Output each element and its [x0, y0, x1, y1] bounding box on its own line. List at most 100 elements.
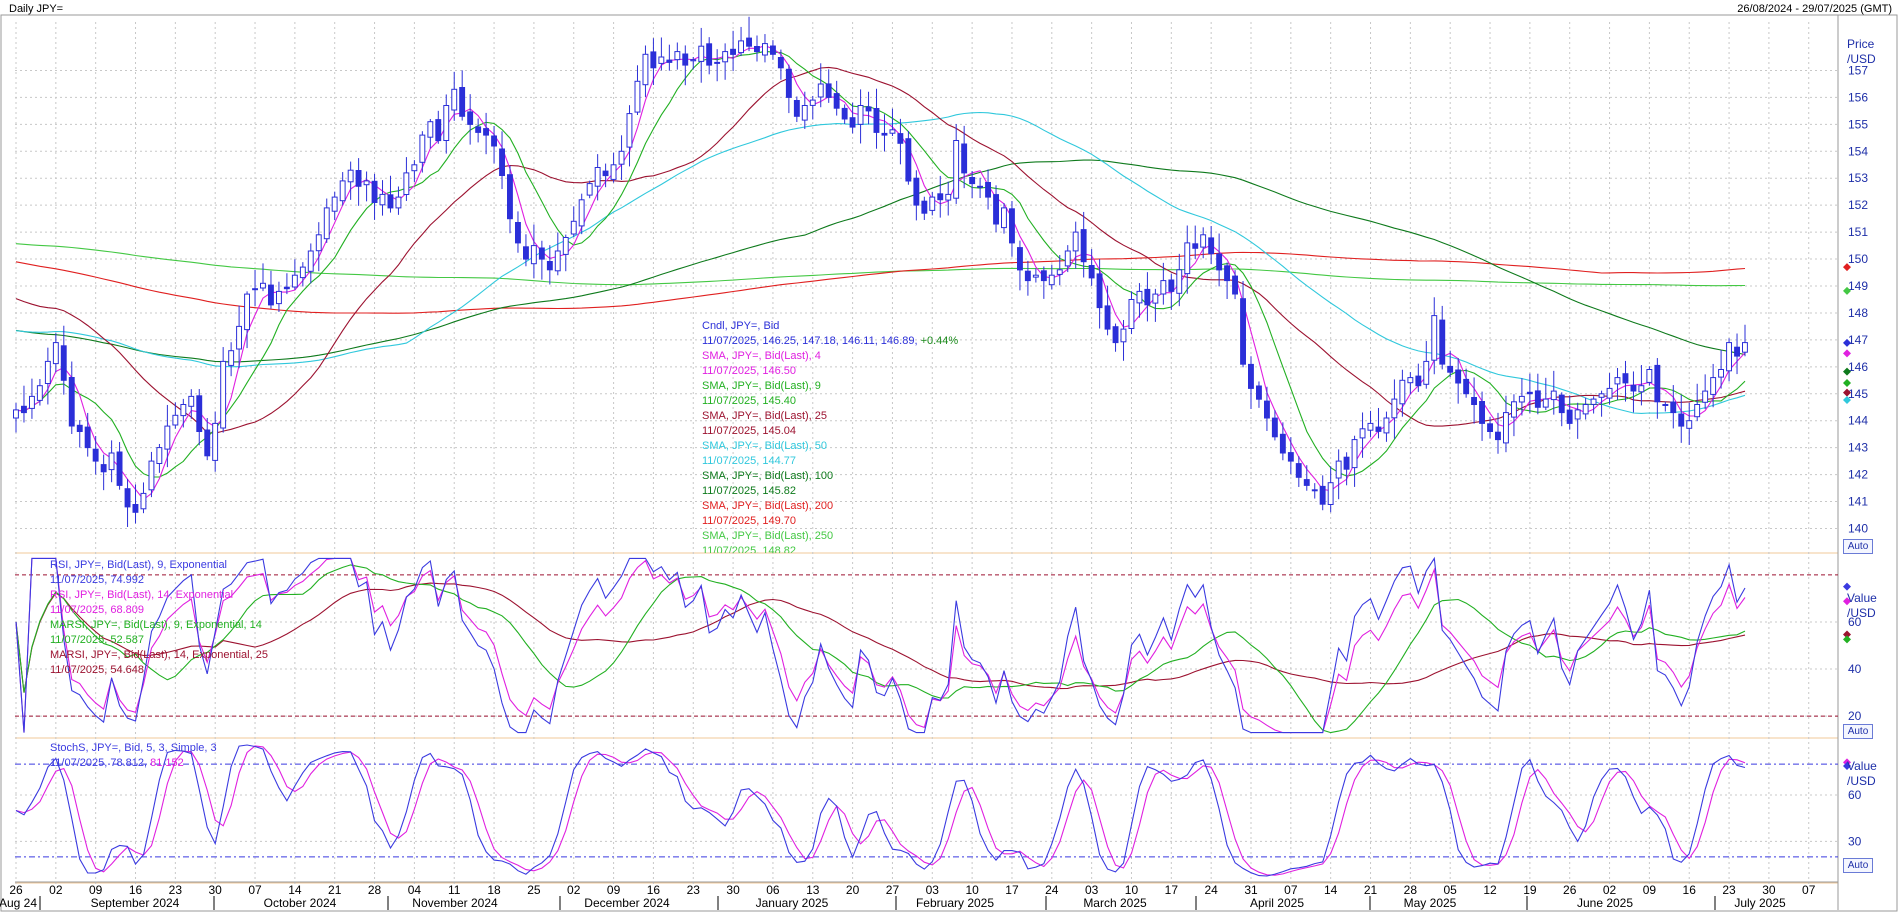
- candle-body: [1590, 398, 1597, 405]
- candle-body: [92, 448, 99, 462]
- candle-body: [1271, 417, 1278, 438]
- last-value-markers: [1843, 263, 1851, 404]
- candle-body: [634, 80, 641, 113]
- marsi14-line: [15, 582, 1746, 693]
- legend-entry: SMA, JPY=, Bid(Last), 50: [702, 439, 958, 454]
- stoch-auto-button[interactable]: Auto: [1843, 858, 1873, 873]
- candle-body: [1088, 265, 1095, 279]
- candle-body: [132, 504, 139, 513]
- candle-body: [1319, 485, 1326, 505]
- candle-body: [13, 409, 19, 419]
- price-auto-button[interactable]: Auto: [1843, 539, 1873, 554]
- candle-body: [953, 140, 960, 199]
- candle-body: [499, 148, 506, 176]
- rsi-auto-button[interactable]: Auto: [1843, 724, 1873, 739]
- y-tick-label: 154: [1848, 144, 1868, 158]
- candle-body: [1518, 395, 1525, 403]
- candle-body: [483, 128, 490, 136]
- x-tick-label: 30: [1762, 883, 1776, 897]
- x-tick-label: 09: [607, 883, 621, 897]
- candle-body: [993, 194, 999, 225]
- stoch-legend: StochS, JPY=, Bid, 5, 3, Simple, 3 11/07/…: [50, 741, 217, 771]
- candle-body: [1176, 269, 1183, 294]
- y-tick-label: 156: [1848, 90, 1868, 104]
- candle-body: [1702, 390, 1709, 403]
- x-tick-label: 11: [448, 883, 461, 897]
- legend-entry: SMA, JPY=, Bid(Last), 250: [702, 529, 958, 544]
- candle-body: [1487, 423, 1493, 432]
- candle-body: [586, 183, 593, 196]
- candle-body: [1168, 279, 1175, 292]
- legend-text: SMA, JPY=, Bid(Last), 4: [702, 350, 821, 362]
- candle-body: [1598, 393, 1605, 398]
- last-value-marker: [1843, 367, 1851, 376]
- candle-body: [1606, 387, 1613, 399]
- sma200-line: [15, 251, 1746, 314]
- candle-body: [124, 488, 131, 508]
- candle-body: [722, 51, 729, 63]
- candle-body: [1574, 409, 1581, 420]
- x-tick-label: 06: [766, 883, 780, 897]
- vertical-gridlines: [15, 22, 1810, 884]
- last-value-marker: [1843, 263, 1851, 272]
- candle-body: [156, 447, 163, 465]
- legend-text: 11/07/2025, 144.77: [702, 455, 796, 467]
- x-tick-label: 30: [209, 883, 223, 897]
- last-value-marker: [1843, 338, 1851, 347]
- candle-body: [1335, 460, 1342, 479]
- legend-extra-value: 81.152: [150, 757, 184, 769]
- x-tick-label: 07: [1802, 883, 1816, 897]
- x-tick-label: 12: [1483, 883, 1497, 897]
- candle-body: [36, 385, 43, 401]
- candle-body: [1558, 394, 1565, 414]
- date-axis: 26 02 09 16 23 30 07 14 21 28 04 11 18 25 02 09 16 23 30 06…: [0, 881, 1838, 910]
- candle-body: [1327, 482, 1334, 506]
- candle-body: [140, 492, 147, 510]
- candle-body: [1526, 391, 1533, 395]
- y-tick-label: 142: [1848, 468, 1868, 482]
- legend-text: SMA, JPY=, Bid(Last), 250: [702, 530, 834, 542]
- candle-body: [355, 170, 362, 187]
- month-label: November 2024: [412, 896, 498, 910]
- candle-body: [180, 404, 187, 417]
- x-tick-label: 14: [1324, 883, 1338, 897]
- candle-body: [307, 250, 314, 272]
- legend-entry: SMA, JPY=, Bid(Last), 4: [702, 349, 958, 364]
- candle-body: [777, 57, 784, 69]
- candle-body: [427, 121, 434, 138]
- legend-entry: SMA, JPY=, Bid(Last), 100: [702, 469, 958, 484]
- candle-body: [363, 180, 370, 186]
- candle-body: [881, 132, 888, 136]
- candle-body: [770, 45, 776, 55]
- x-tick-label: 02: [567, 883, 581, 897]
- candle-body: [523, 246, 529, 260]
- candle-body: [1295, 463, 1302, 478]
- stoch-unit-line-1: Value: [1847, 759, 1877, 773]
- candle-body: [1040, 270, 1047, 282]
- x-tick-label: 21: [328, 883, 342, 897]
- last-value-marker: [1843, 388, 1851, 397]
- candles: [13, 16, 1748, 527]
- legend-entry: StochS, JPY=, Bid, 5, 3, Simple, 3: [50, 741, 217, 756]
- candle-body: [1200, 234, 1207, 248]
- stoch_k-line: [15, 744, 1746, 877]
- sma4-line: [15, 45, 1746, 501]
- y-tick-label: 144: [1848, 414, 1868, 428]
- candle-body: [530, 245, 537, 265]
- candle-body: [1343, 456, 1350, 470]
- candle-body: [1359, 428, 1366, 439]
- candle-body: [1152, 293, 1159, 304]
- rsi9-line: [15, 556, 1746, 734]
- candle-body: [1024, 270, 1031, 282]
- candle-body: [1734, 346, 1740, 357]
- legend-entry: RSI, JPY=, Bid(Last), 9, Exponential: [50, 558, 268, 573]
- last-value-marker: [1843, 286, 1851, 295]
- x-tick-label: 14: [288, 883, 302, 897]
- x-tick-label: 23: [169, 883, 183, 897]
- candle-body: [515, 222, 521, 244]
- candle-body: [148, 460, 155, 491]
- candle-body: [1248, 363, 1254, 389]
- candle-body: [1726, 342, 1732, 372]
- candle-body: [260, 282, 266, 289]
- price-axis: 140 141 142 143 144 145 146 147 148 149 150 151 152 1…: [1848, 63, 1868, 535]
